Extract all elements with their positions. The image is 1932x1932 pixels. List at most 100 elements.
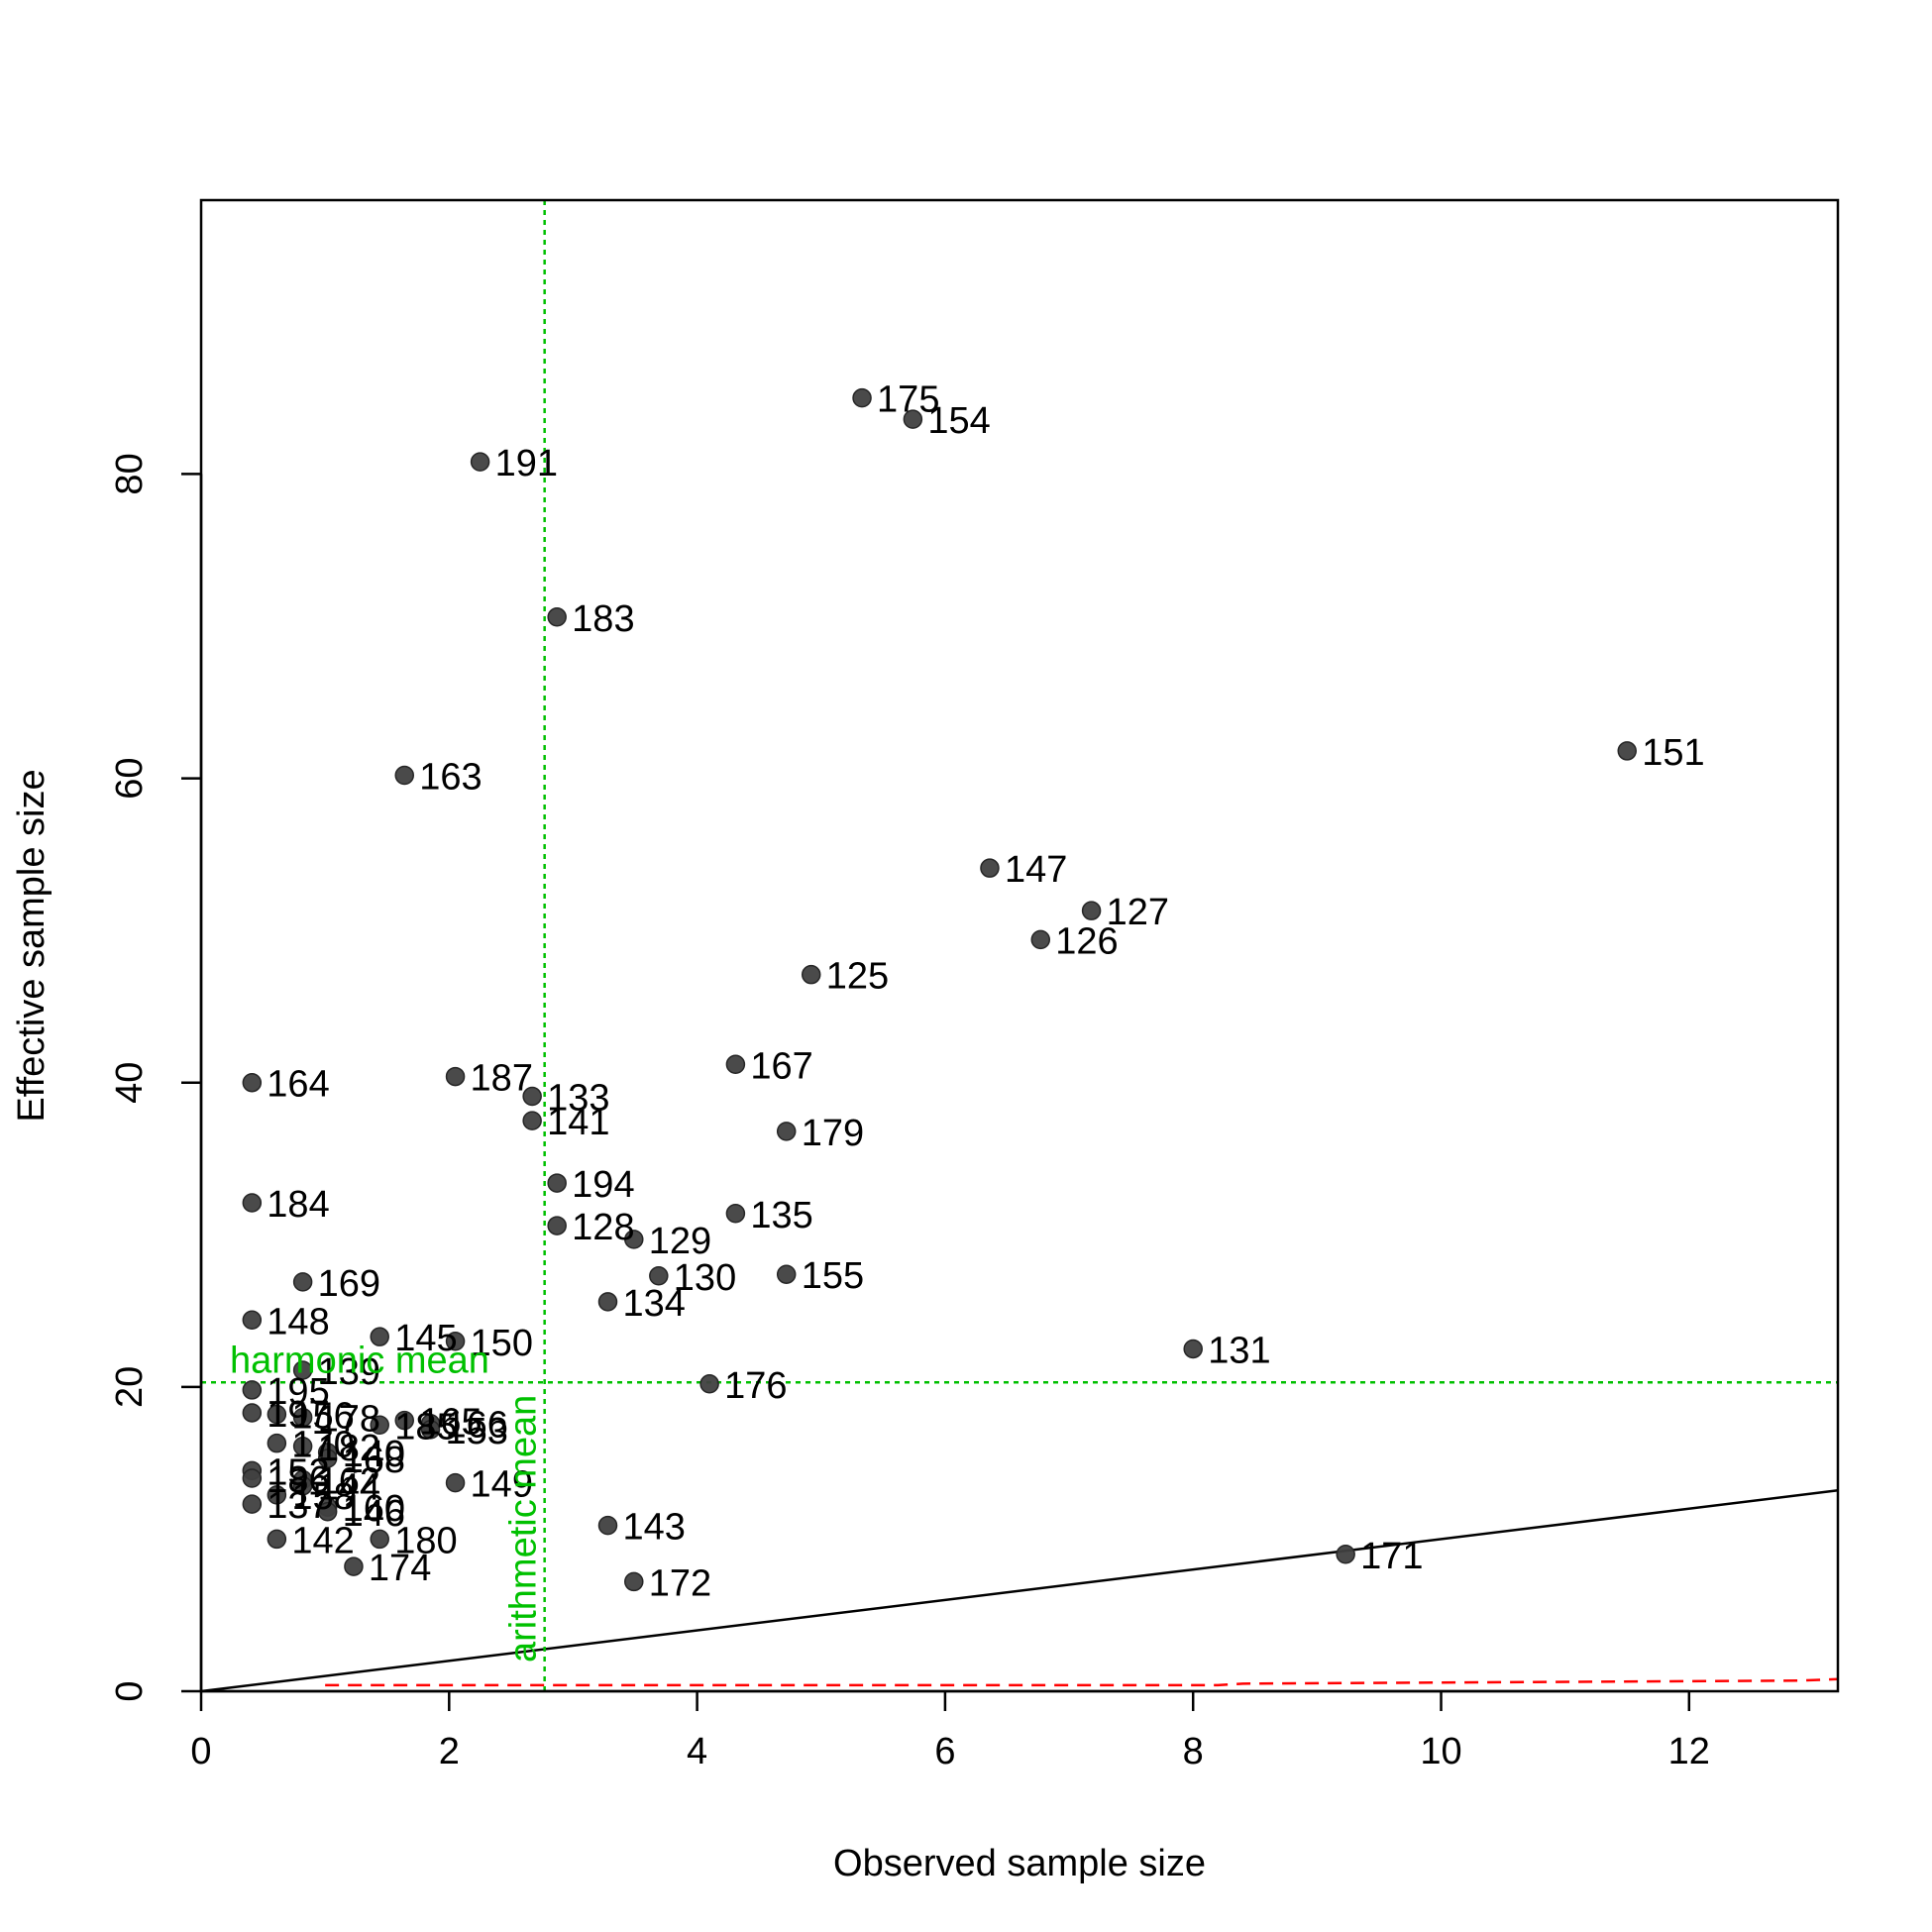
point-label-171: 171 bbox=[1360, 1536, 1423, 1577]
point-label-153: 153 bbox=[446, 1411, 508, 1452]
y-tick-label-0: 0 bbox=[109, 1680, 151, 1701]
point-label-175: 175 bbox=[877, 379, 939, 421]
arithmetic-mean-label: arithmetic mean bbox=[503, 1395, 545, 1663]
point-label-164: 164 bbox=[267, 1064, 329, 1106]
point-label-184: 184 bbox=[267, 1184, 329, 1226]
x-tick-label-0: 0 bbox=[190, 1731, 211, 1772]
data-point-141 bbox=[522, 1111, 542, 1130]
x-tick-label-8: 8 bbox=[1183, 1731, 1204, 1772]
data-point-186 bbox=[242, 1468, 263, 1488]
x-tick-label-12: 12 bbox=[1668, 1731, 1710, 1772]
point-label-187: 187 bbox=[471, 1058, 533, 1100]
x-axis-title: Observed sample size bbox=[833, 1843, 1206, 1884]
point-label-180: 180 bbox=[394, 1520, 457, 1561]
point-label-158: 158 bbox=[291, 1476, 354, 1518]
data-point-144 bbox=[292, 1475, 313, 1496]
point-label-137: 137 bbox=[267, 1485, 329, 1527]
point-label-155: 155 bbox=[802, 1255, 864, 1297]
point-label-197: 197 bbox=[267, 1394, 329, 1436]
data-point-146 bbox=[317, 1502, 338, 1522]
point-label-165: 165 bbox=[419, 1402, 482, 1444]
point-label-185: 185 bbox=[394, 1406, 457, 1448]
data-point-178 bbox=[292, 1407, 313, 1428]
point-label-149: 149 bbox=[471, 1464, 533, 1506]
data-point-180 bbox=[370, 1529, 389, 1550]
point-label-129: 129 bbox=[649, 1221, 711, 1262]
point-label-151: 151 bbox=[1642, 732, 1704, 774]
point-label-144: 144 bbox=[318, 1467, 380, 1509]
point-label-176: 176 bbox=[724, 1365, 787, 1407]
data-point-154 bbox=[903, 409, 923, 429]
lower-bound-line bbox=[325, 1677, 1839, 1687]
y-tick-label-40: 40 bbox=[109, 1062, 151, 1104]
point-label-128: 128 bbox=[572, 1207, 634, 1248]
data-point-195 bbox=[242, 1380, 263, 1400]
point-label-126: 126 bbox=[1055, 920, 1118, 962]
point-label-195: 195 bbox=[267, 1371, 329, 1413]
data-point-185 bbox=[370, 1415, 389, 1435]
data-point-143 bbox=[597, 1515, 618, 1536]
data-point-151 bbox=[1617, 741, 1637, 761]
x-tick-label-2: 2 bbox=[439, 1731, 460, 1772]
data-point-165 bbox=[394, 1410, 414, 1431]
data-point-169 bbox=[292, 1272, 313, 1292]
point-label-150: 150 bbox=[471, 1323, 533, 1364]
data-point-175 bbox=[852, 387, 872, 408]
data-point-125 bbox=[801, 964, 821, 985]
point-label-142: 142 bbox=[291, 1520, 354, 1561]
point-label-169: 169 bbox=[318, 1263, 380, 1305]
x-tick-label-10: 10 bbox=[1420, 1731, 1461, 1772]
point-label-148: 148 bbox=[267, 1301, 329, 1342]
point-label-141: 141 bbox=[547, 1102, 609, 1143]
data-point-126 bbox=[1030, 929, 1051, 950]
data-point-149 bbox=[445, 1472, 466, 1493]
data-point-194 bbox=[547, 1173, 567, 1193]
data-point-133 bbox=[522, 1086, 542, 1107]
data-point-137 bbox=[242, 1494, 263, 1514]
data-point-139 bbox=[292, 1360, 313, 1380]
point-label-182: 182 bbox=[318, 1428, 380, 1469]
data-point-127 bbox=[1081, 901, 1102, 920]
data-point-191 bbox=[470, 452, 490, 472]
data-point-155 bbox=[776, 1264, 797, 1284]
data-point-128 bbox=[547, 1216, 567, 1235]
point-label-154: 154 bbox=[927, 400, 990, 442]
data-point-135 bbox=[725, 1204, 746, 1224]
data-point-150 bbox=[445, 1332, 466, 1351]
data-point-187 bbox=[445, 1066, 466, 1087]
point-label-172: 172 bbox=[649, 1562, 711, 1604]
data-points bbox=[242, 387, 1637, 1592]
point-label-147: 147 bbox=[1005, 849, 1067, 891]
data-point-184 bbox=[242, 1193, 263, 1213]
point-label-127: 127 bbox=[1107, 892, 1169, 933]
point-label-156: 156 bbox=[291, 1396, 354, 1438]
data-point-145 bbox=[370, 1327, 389, 1346]
data-point-131 bbox=[1183, 1339, 1203, 1359]
data-point-179 bbox=[776, 1122, 797, 1141]
data-point-168 bbox=[317, 1449, 338, 1468]
data-point-176 bbox=[699, 1374, 719, 1394]
data-point-170 bbox=[267, 1433, 287, 1453]
data-point-130 bbox=[649, 1266, 669, 1286]
point-label-167: 167 bbox=[750, 1045, 812, 1087]
point-label-179: 179 bbox=[802, 1113, 864, 1154]
point-label-166: 166 bbox=[446, 1405, 508, 1447]
reference-lines bbox=[200, 200, 1839, 1693]
identity-line bbox=[200, 1489, 1839, 1693]
point-label-191: 191 bbox=[495, 443, 558, 484]
data-point-182 bbox=[292, 1437, 313, 1456]
axes: 0 2 4 6 8 10 12 0 20 40 60 80 bbox=[109, 198, 1840, 1772]
data-point-158 bbox=[267, 1485, 287, 1505]
point-label-143: 143 bbox=[622, 1507, 685, 1549]
point-label-139: 139 bbox=[318, 1351, 380, 1393]
data-point-147 bbox=[980, 858, 1000, 878]
y-axis-title: Effective sample size bbox=[11, 769, 53, 1122]
point-label-194: 194 bbox=[572, 1164, 634, 1206]
y-tick-label-80: 80 bbox=[109, 453, 151, 494]
data-point-174 bbox=[344, 1556, 364, 1576]
point-label-146: 146 bbox=[343, 1493, 405, 1535]
point-label-168: 168 bbox=[343, 1440, 405, 1481]
point-label-162: 162 bbox=[318, 1461, 380, 1503]
